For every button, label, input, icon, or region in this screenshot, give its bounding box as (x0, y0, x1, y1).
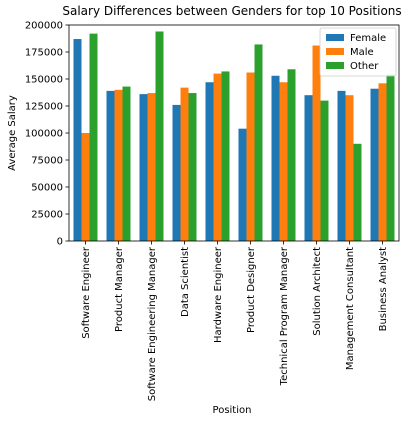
legend-label-male: Male (350, 47, 374, 58)
x-tick-label-4: Hardware Engineer (213, 246, 224, 343)
x-tick-label-5: Product Designer (246, 246, 257, 333)
bar-female-5 (238, 128, 247, 241)
y-axis-label: Average Salary (7, 95, 18, 171)
y-axis: 0 25000 50000 75000 100000 125000 150000 175000… (25, 21, 69, 248)
bar-male-6 (279, 82, 288, 242)
chart-title: Salary Differences between Genders for t… (62, 4, 401, 18)
x-tick-label-2: Software Engineering Manager (147, 246, 158, 401)
bar-male-2 (147, 93, 156, 241)
y-tick-label-5: 125000 (25, 102, 63, 113)
x-axis: Software Engineer Product Manager Software… (81, 241, 389, 401)
bar-male-7 (312, 45, 321, 241)
bar-female-8 (337, 90, 346, 241)
bar-other-0 (89, 33, 98, 241)
x-tick-label-0: Software Engineer (81, 246, 92, 339)
y-tick-label-2: 50000 (31, 183, 63, 194)
bar-female-7 (304, 95, 313, 241)
y-tick-label-4: 100000 (25, 129, 63, 140)
bar-female-9 (370, 88, 379, 241)
y-tick-label-8: 200000 (25, 21, 63, 32)
bar-other-2 (155, 31, 164, 242)
bar-female-3 (172, 104, 181, 241)
bar-female-0 (73, 39, 82, 241)
y-tick-label-7: 175000 (25, 48, 63, 59)
y-tick-label-3: 75000 (31, 156, 63, 167)
legend-label-other: Other (350, 61, 379, 72)
bar-other-8 (353, 143, 362, 241)
bar-male-9 (378, 83, 387, 241)
bar-male-5 (246, 72, 255, 242)
bar-other-4 (221, 71, 230, 241)
x-tick-label-9: Business Analyst (378, 247, 389, 331)
x-tick-label-6: Technical Program Manager (279, 246, 290, 386)
bar-male-4 (213, 73, 222, 241)
bar-other-3 (188, 93, 197, 241)
y-tick-label-1: 25000 (31, 210, 63, 221)
y-tick-label-0: 0 (57, 237, 63, 248)
bar-male-1 (114, 89, 123, 241)
bar-other-7 (320, 100, 329, 241)
x-tick-label-1: Product Manager (114, 246, 125, 332)
x-axis-label: Position (213, 405, 252, 416)
bar-other-1 (122, 86, 131, 241)
bar-male-3 (180, 87, 189, 241)
bar-male-0 (81, 133, 90, 241)
legend-label-female: Female (350, 33, 386, 44)
x-tick-label-3: Data Scientist (180, 247, 191, 317)
legend-swatch-female (326, 34, 344, 41)
x-tick-label-8: Management Consultant (345, 247, 356, 370)
bar-other-9 (386, 74, 395, 242)
bar-other-5 (254, 44, 263, 241)
bar-male-8 (345, 95, 354, 241)
legend: Female Male Other (319, 27, 397, 77)
legend-swatch-male (326, 48, 344, 55)
bar-female-4 (205, 82, 214, 242)
legend-swatch-other (326, 62, 344, 69)
bar-female-6 (271, 75, 280, 241)
bar-female-1 (106, 90, 115, 241)
y-tick-label-6: 150000 (25, 75, 63, 86)
x-tick-label-7: Solution Architect (312, 247, 323, 336)
bar-female-2 (139, 94, 148, 242)
bars-group (73, 31, 395, 242)
bar-other-6 (287, 69, 296, 241)
